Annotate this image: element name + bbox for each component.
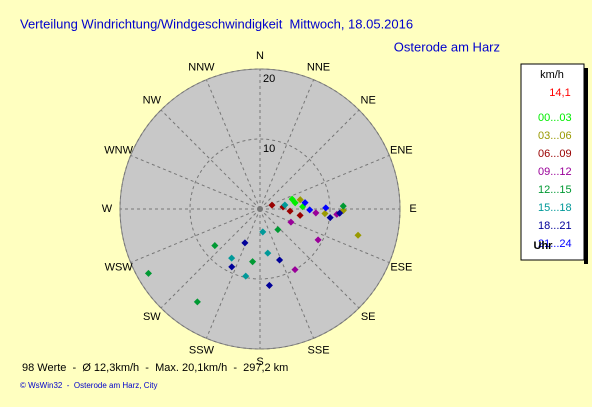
legend-entry: 12...15 [538, 184, 572, 196]
direction-label: SW [143, 311, 161, 323]
direction-label: WSW [105, 261, 134, 273]
wind-point [306, 206, 314, 214]
wind-point [242, 272, 250, 280]
wind-point [296, 211, 304, 219]
spoke [259, 109, 360, 210]
direction-label: NW [143, 95, 162, 107]
spoke [160, 208, 261, 309]
legend-entry: 06...09 [538, 148, 572, 160]
spoke [259, 208, 315, 339]
wind-point [211, 242, 219, 250]
wind-point [321, 210, 329, 218]
spoke [130, 154, 261, 210]
wind-point [287, 218, 295, 226]
wind-point [268, 201, 276, 209]
legend-entry: 03...06 [538, 130, 572, 142]
wind-point [291, 266, 299, 274]
wind-point [274, 226, 282, 234]
direction-label: E [409, 203, 416, 215]
direction-label: WNW [104, 144, 133, 156]
legend-title: km/h [540, 69, 564, 81]
legend-entry: 21...24 [538, 238, 572, 250]
wind-point [322, 204, 330, 212]
direction-label: SSW [189, 344, 215, 356]
wind-point [276, 256, 284, 264]
wind-point [296, 196, 304, 204]
r-tick-label: 20 [263, 73, 275, 85]
wind-point [228, 254, 236, 262]
direction-label: SSE [308, 344, 330, 356]
grid-circle [189, 138, 331, 280]
wind-point [259, 228, 267, 236]
footer-stats: 98 Werte - Ø 12,3km/h - Max. 20,1km/h - … [22, 362, 288, 374]
spoke [160, 109, 261, 210]
direction-label: W [102, 203, 113, 215]
direction-label: SE [361, 311, 376, 323]
legend-value: 14,1 [549, 87, 570, 99]
wind-point [264, 249, 272, 257]
wind-point [301, 199, 309, 207]
wind-point [339, 202, 347, 210]
wind-point [228, 263, 236, 271]
wind-point [249, 258, 257, 266]
legend-entry: 15...18 [538, 202, 572, 214]
wind-point [288, 195, 296, 203]
wind-point [265, 281, 273, 289]
spoke [259, 208, 360, 309]
wind-point [314, 236, 322, 244]
footer-credit: © WsWin32 - Osterode am Harz, City [20, 381, 157, 390]
spoke [259, 154, 390, 210]
direction-label: N [256, 50, 264, 62]
direction-label: NNE [307, 62, 330, 74]
spoke [259, 79, 315, 210]
direction-label: ESE [390, 261, 412, 273]
wind-point [144, 269, 152, 277]
wind-point [286, 207, 294, 215]
r-tick-label: 10 [263, 143, 275, 155]
spoke [205, 79, 261, 210]
wind-point [281, 201, 289, 209]
legend-entry: 00...03 [538, 112, 572, 124]
legend-entry: 09...12 [538, 166, 572, 178]
wind-point [326, 214, 334, 222]
wind-point [241, 239, 249, 247]
direction-label: NNW [188, 62, 215, 74]
direction-label: ENE [390, 144, 413, 156]
direction-label: S [256, 356, 263, 368]
wind-point [354, 231, 362, 239]
direction-label: NE [361, 95, 376, 107]
legend-entry: 18...21 [538, 220, 572, 232]
spoke [259, 208, 390, 264]
wind-point [312, 209, 320, 217]
legend-footer: Uhr [534, 240, 554, 252]
chart-title: Verteilung Windrichtung/Windgeschwindigk… [20, 16, 413, 31]
wind-point [336, 209, 344, 217]
spoke [205, 208, 261, 339]
legend-shadow [584, 68, 588, 264]
spoke [130, 208, 261, 264]
legend-box [520, 63, 585, 261]
chart-subtitle: Osterode am Harz [394, 39, 500, 54]
grid-circle [119, 68, 401, 350]
wind-point [193, 298, 201, 306]
